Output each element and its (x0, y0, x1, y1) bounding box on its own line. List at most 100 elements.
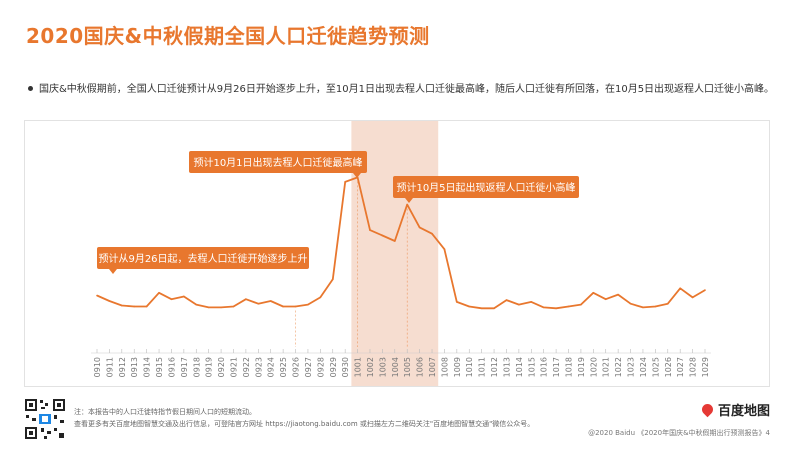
data-point (456, 301, 458, 303)
x-tick-label: 0930 (341, 357, 350, 377)
data-point (207, 306, 210, 309)
x-tick-label: 0915 (155, 357, 164, 377)
annotation-callout-tail (109, 269, 117, 274)
data-point (567, 305, 570, 308)
annotation-callout (189, 151, 367, 173)
summary-bullet: 国庆&中秋假期前，全国人口迁徙预计从9月26日开始逐步上升，至10月1日出现去程… (28, 80, 774, 95)
data-point (592, 292, 595, 294)
x-tick-label: 0926 (292, 357, 301, 377)
x-tick-label: 1010 (465, 357, 474, 377)
annotation-label: 预计10月5日起出现返程人口迁徙小高峰 (396, 181, 575, 194)
x-tick-label: 1009 (453, 357, 462, 377)
data-point (369, 229, 371, 231)
data-point (679, 287, 681, 290)
x-tick-label: 0914 (143, 357, 152, 377)
footnote: 注：本报告中的人口迁徙特指节假日期间人口的短期流动。 查看更多有关百度地图智慧交… (74, 406, 534, 430)
x-tick-label: 1006 (416, 357, 425, 377)
baidu-map-logo: 百度地图 (699, 400, 771, 419)
x-tick-label: 0929 (329, 357, 338, 377)
chart-panel: 0910 0911 0912 0913 0914 0915 0916 0917 0918 0919… (24, 120, 770, 387)
x-tick-label: 1011 (478, 357, 487, 377)
annotation-callout-tail (405, 198, 413, 203)
x-tick-label: 1007 (428, 357, 437, 377)
x-tick-label: 0927 (304, 357, 313, 377)
footnote-line-2: 查看更多有关百度地图智慧交通及出行信息，可登陆官方网址 https://jiao… (74, 420, 535, 428)
x-tick-label: 0917 (180, 357, 189, 377)
x-tick-label: 1021 (602, 357, 611, 377)
x-tick-label: 1016 (540, 357, 549, 377)
x-tick-label: 1017 (552, 357, 561, 377)
data-point (580, 303, 582, 306)
data-point (183, 295, 185, 298)
x-tick-label: 1027 (676, 357, 685, 377)
data-point (294, 305, 297, 308)
data-point (443, 248, 446, 250)
x-tick-label: 1015 (527, 357, 536, 377)
migration-line-chart: 0910 0911 0912 0913 0914 0915 0916 0917 0918 0919… (91, 121, 711, 386)
x-tick-label: 0928 (316, 357, 325, 377)
copyright: @2020 Baidu 《2020年国庆&中秋假期出行预测报告》4 (588, 429, 770, 437)
x-tick-label: 1024 (639, 357, 648, 377)
migration-series-line (96, 176, 706, 310)
page-title: 2020国庆&中秋假期全国人口迁徙趋势预测 (26, 24, 430, 48)
x-tick-label: 1029 (701, 357, 710, 377)
x-tick-label: 0923 (254, 357, 263, 377)
data-point (195, 303, 198, 306)
x-tick-label: 1020 (589, 357, 598, 377)
data-point (493, 307, 495, 310)
data-point (145, 305, 148, 308)
x-tick-label: 1004 (391, 357, 400, 377)
x-tick-label: 1005 (403, 357, 412, 377)
data-point (344, 181, 346, 183)
annotation-callout (393, 176, 579, 198)
annotation-callout-tail (353, 173, 361, 178)
data-point (96, 294, 98, 297)
data-point (307, 303, 309, 306)
annotation-callout (97, 247, 309, 269)
x-tick-label: 0922 (242, 357, 251, 377)
annotation-label: 预计从9月26日起，去程人口迁徙开始逐步上升 (98, 252, 307, 265)
data-point (480, 307, 483, 310)
x-tick-label: 1003 (378, 357, 387, 377)
x-tick-label: 1018 (565, 357, 574, 377)
data-point (418, 226, 421, 229)
x-tick-label: 1022 (614, 357, 623, 377)
data-point (245, 298, 247, 300)
data-point (331, 278, 334, 280)
x-tick-label: 0919 (205, 357, 214, 377)
data-point (629, 302, 632, 305)
x-tick-label: 0924 (267, 357, 276, 377)
data-point (505, 299, 508, 301)
data-point (604, 298, 607, 300)
x-tick-label: 0925 (279, 357, 288, 377)
x-tick-label: 1008 (440, 357, 449, 377)
data-point (704, 289, 706, 291)
x-tick-label: 0921 (229, 357, 238, 377)
summary-text: 国庆&中秋假期前，全国人口迁徙预计从9月26日开始逐步上升，至10月1日出现去程… (39, 84, 775, 95)
data-point (642, 306, 644, 309)
x-tick-label: 0910 (93, 357, 102, 377)
data-point (257, 302, 260, 305)
x-tick-label: 0913 (130, 357, 139, 377)
footnote-line-1: 注：本报告中的人口迁徙特指节假日期间人口的短期流动。 (74, 408, 256, 416)
data-point (654, 305, 657, 308)
x-tick-label: 0918 (192, 357, 201, 377)
data-point (393, 240, 396, 242)
bullet-dot (28, 85, 33, 91)
data-point (530, 301, 533, 303)
data-point (542, 306, 545, 309)
data-point (133, 305, 136, 308)
data-point (108, 300, 111, 302)
x-tick-label: 1002 (366, 357, 375, 377)
data-point (232, 305, 235, 308)
brand-text: 百度地图 (718, 404, 771, 419)
x-tick-label: 0920 (217, 357, 226, 377)
data-point (121, 304, 123, 307)
annotation-label: 预计10月1日出现去程人口迁徙最高峰 (193, 156, 362, 169)
data-point (666, 302, 669, 305)
x-tick-label: 1025 (651, 357, 660, 377)
x-tick-label: 1019 (577, 357, 586, 377)
data-point (269, 300, 272, 302)
qr-code-icon (24, 398, 66, 440)
data-point (518, 303, 520, 306)
